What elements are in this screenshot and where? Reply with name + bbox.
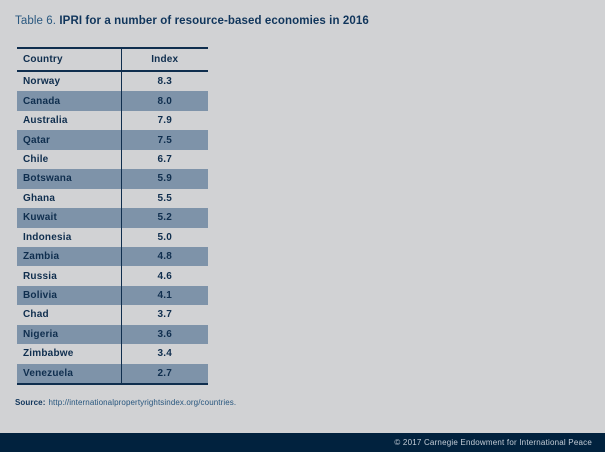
table-row: Venezuela 2.7 xyxy=(17,363,208,383)
index-cell: 8.0 xyxy=(157,95,172,107)
index-cell: 7.9 xyxy=(157,115,172,127)
index-cell: 8.3 xyxy=(157,76,172,88)
table-row: Zimbabwe 3.4 xyxy=(17,344,208,364)
table-row: Kuwait 5.2 xyxy=(17,208,208,228)
table-title-text: IPRI for a number of resource-based econ… xyxy=(59,15,369,27)
table-row: Indonesia 5.0 xyxy=(17,227,208,247)
index-cell: 7.5 xyxy=(157,134,172,146)
index-cell: 3.4 xyxy=(157,348,172,360)
index-cell: 5.5 xyxy=(157,192,172,204)
table-header-row: Country Index xyxy=(17,49,208,72)
index-cell: 4.8 xyxy=(157,251,172,263)
country-cell: Norway xyxy=(17,72,122,92)
index-cell: 3.6 xyxy=(157,328,172,340)
table-row: Bolivia 4.1 xyxy=(17,285,208,306)
table-row: Norway 8.3 xyxy=(17,72,208,92)
source-url: http://internationalpropertyrightsindex.… xyxy=(48,398,237,407)
country-cell: Qatar xyxy=(17,130,122,150)
country-cell: Venezuela xyxy=(17,363,122,383)
country-cell: Zimbabwe xyxy=(17,344,122,364)
index-cell: 4.1 xyxy=(157,290,172,302)
ipri-table: Country Index Norway 8.3 Canada 8.0 Aust… xyxy=(17,47,208,385)
table-row: Botswana 5.9 xyxy=(17,169,208,189)
index-cell: 3.7 xyxy=(157,309,172,321)
country-cell: Chad xyxy=(17,305,122,325)
table-row: Chad 3.7 xyxy=(17,305,208,325)
index-cell: 5.9 xyxy=(157,173,172,185)
source-line: Source: http://internationalpropertyright… xyxy=(15,398,236,407)
table-row: Ghana 5.5 xyxy=(17,188,208,209)
table-number-label: Table 6. xyxy=(15,15,60,27)
country-cell: Indonesia xyxy=(17,227,122,247)
table-row: Russia 4.6 xyxy=(17,266,208,286)
index-cell: 6.7 xyxy=(157,153,172,165)
country-cell: Kuwait xyxy=(17,208,122,228)
country-cell: Zambia xyxy=(17,246,122,267)
country-cell: Chile xyxy=(17,149,122,170)
country-cell: Nigeria xyxy=(17,324,122,345)
table-row: Canada 8.0 xyxy=(17,91,208,111)
table-title: Table 6. IPRI for a number of resource-b… xyxy=(15,14,369,28)
source-label: Source: xyxy=(15,398,46,407)
index-cell: 4.6 xyxy=(157,270,172,282)
copyright-text: © 2017 Carnegie Endowment for Internatio… xyxy=(394,438,592,447)
footer-bar: © 2017 Carnegie Endowment for Internatio… xyxy=(0,433,605,452)
country-cell: Bolivia xyxy=(17,285,122,306)
index-cell: 5.2 xyxy=(157,212,172,224)
table-row: Nigeria 3.6 xyxy=(17,324,208,345)
country-cell: Australia xyxy=(17,110,122,131)
table-row: Qatar 7.5 xyxy=(17,130,208,150)
country-cell: Russia xyxy=(17,266,122,286)
column-header-country: Country xyxy=(17,49,122,70)
country-cell: Botswana xyxy=(17,169,122,189)
column-header-index: Index xyxy=(151,54,179,65)
index-cell: 5.0 xyxy=(157,231,172,243)
table-row: Zambia 4.8 xyxy=(17,246,208,267)
country-cell: Canada xyxy=(17,91,122,111)
table-row: Australia 7.9 xyxy=(17,110,208,131)
table-row: Chile 6.7 xyxy=(17,149,208,170)
country-cell: Ghana xyxy=(17,188,122,209)
index-cell: 2.7 xyxy=(157,367,172,379)
